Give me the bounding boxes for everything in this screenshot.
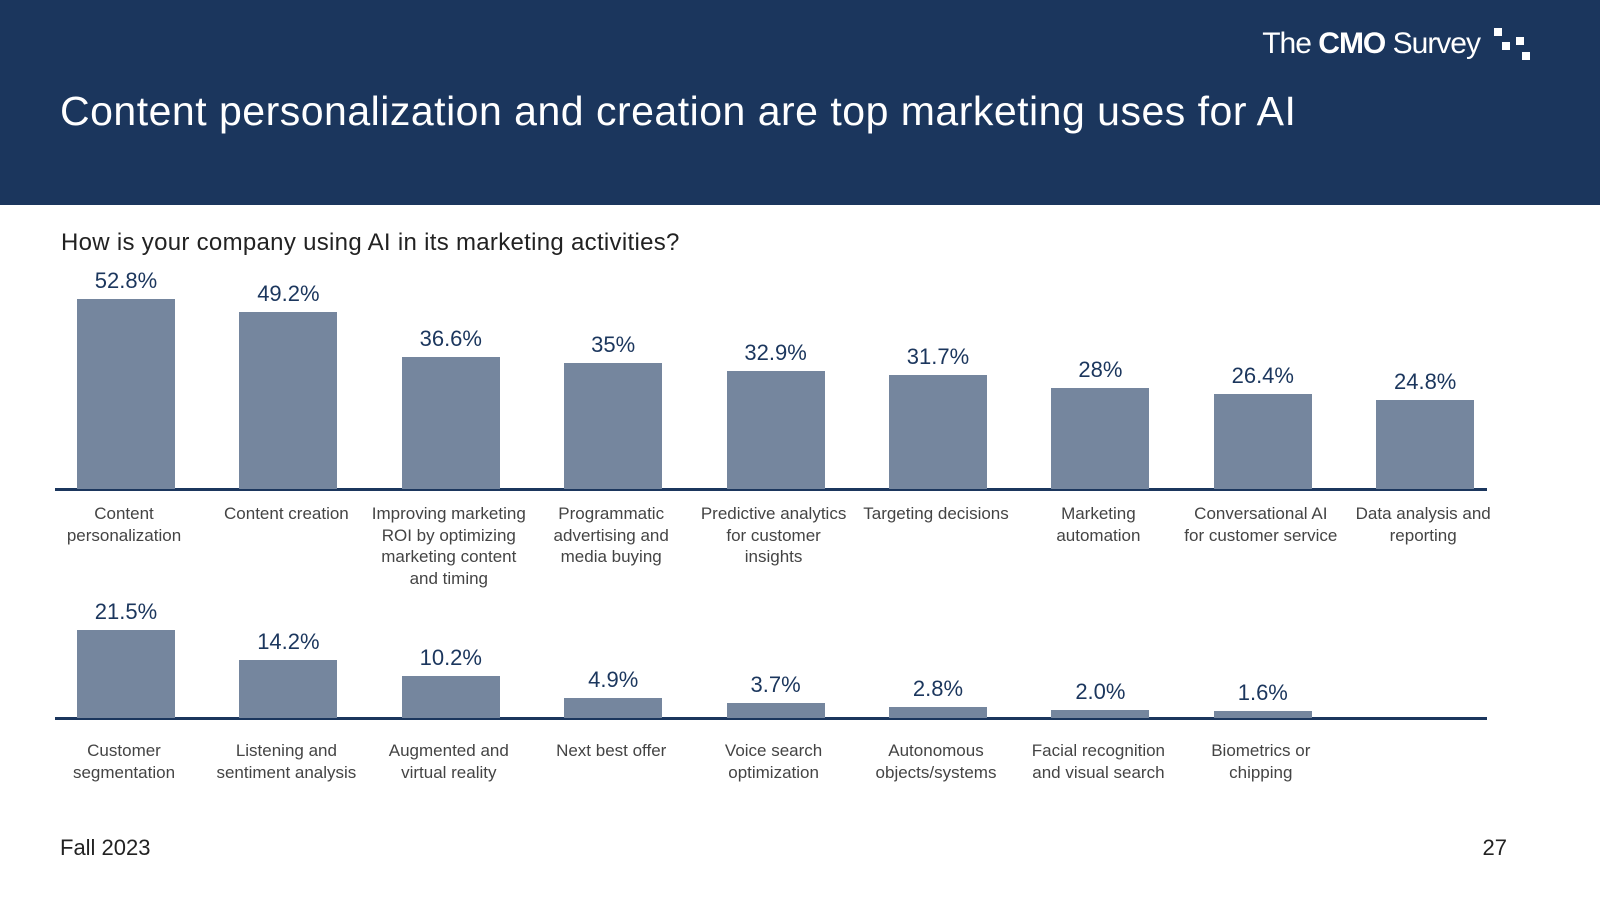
value-label: 32.9% — [744, 339, 807, 365]
value-label: 35% — [591, 332, 636, 358]
value-label: 4.9% — [588, 666, 639, 692]
logo-square — [1522, 52, 1530, 60]
category-label: Marketing automation — [1056, 504, 1141, 545]
footer-season: Fall 2023 — [60, 835, 151, 860]
logo-the: The — [1262, 27, 1312, 60]
bar — [564, 363, 663, 489]
page-number: 27 — [1482, 835, 1507, 860]
header-band — [0, 0, 1600, 205]
bar — [401, 676, 500, 718]
category-label: Customer segmentation — [72, 741, 176, 782]
bar — [239, 659, 338, 718]
value-label: 52.8% — [94, 268, 158, 293]
subtitle: How is your company using AI in its mark… — [61, 229, 680, 256]
bar — [726, 702, 825, 718]
bar — [1051, 388, 1150, 489]
bar — [1213, 711, 1312, 718]
value-label: 24.8% — [1393, 368, 1457, 394]
value-label: 26.4% — [1231, 363, 1294, 388]
category-label: Data analysis and reporting — [1355, 504, 1491, 545]
bar — [77, 299, 175, 489]
category-label: Programmatic advertising and media buyin… — [553, 504, 669, 566]
bar — [239, 311, 338, 489]
logo-square — [1502, 42, 1510, 50]
category-label: Augmented and virtual reality — [388, 741, 509, 782]
bar — [1213, 394, 1312, 489]
baseline — [55, 717, 1487, 720]
value-label: 2.0% — [1075, 678, 1126, 704]
category-label: Listening and sentiment analysis — [216, 741, 357, 782]
category-label: Predictive analytics for customer insigh… — [700, 504, 847, 566]
category-label: Content personalization — [66, 504, 182, 545]
bar — [1051, 709, 1150, 718]
value-label: 2.8% — [912, 675, 964, 701]
slide-title: Content personalization and creation are… — [60, 88, 1297, 134]
baseline — [55, 488, 1487, 491]
category-label: Facial recognition and visual search — [1031, 741, 1166, 782]
bar — [77, 630, 175, 718]
logo: The CMO Survey — [1262, 27, 1481, 61]
bar — [401, 357, 500, 489]
value-label: 21.5% — [94, 599, 158, 624]
bar — [564, 697, 663, 718]
bar — [726, 370, 825, 489]
category-label: Voice search optimization — [724, 741, 823, 782]
category-label: Next best offer — [556, 741, 667, 760]
value-label: 10.2% — [419, 645, 482, 671]
value-label: 36.6% — [419, 326, 482, 352]
value-label: 49.2% — [257, 280, 320, 306]
category-label: Improving marketing ROI by optimizing ma… — [371, 504, 526, 588]
logo-square — [1494, 28, 1502, 36]
category-label: Biometrics or chipping — [1211, 741, 1311, 782]
bar — [889, 706, 987, 718]
logo-cmo: CMO — [1318, 27, 1386, 60]
category-label: Conversational AI for customer service — [1184, 504, 1338, 545]
value-label: 3.7% — [750, 671, 801, 697]
value-label: 28% — [1078, 357, 1123, 383]
logo-square — [1516, 37, 1524, 45]
bar — [1376, 399, 1475, 489]
value-label: 31.7% — [906, 343, 970, 369]
logo-survey: Survey — [1392, 27, 1481, 60]
category-label: Targeting decisions — [863, 504, 1009, 523]
value-label: 14.2% — [257, 628, 320, 654]
category-label: Autonomous objects/systems — [875, 741, 997, 782]
bar — [889, 374, 987, 489]
value-label: 1.6% — [1237, 680, 1288, 706]
category-label: Content creation — [224, 504, 349, 523]
